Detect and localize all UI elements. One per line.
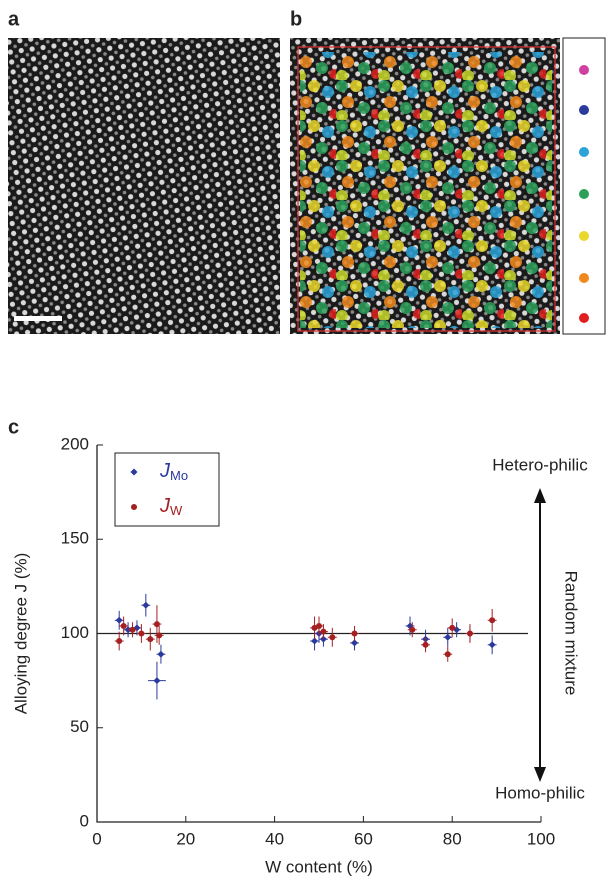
point — [466, 630, 473, 637]
point — [157, 650, 165, 658]
point — [120, 622, 127, 629]
point — [153, 621, 160, 628]
legend-frame — [114, 452, 220, 527]
legend-label: JW — [159, 495, 183, 518]
site-icon — [579, 147, 589, 157]
point — [488, 641, 496, 649]
site-icon — [579, 313, 589, 323]
site-icon — [579, 189, 589, 199]
point — [444, 633, 452, 641]
arrow-head — [534, 767, 546, 782]
x-tick-label: 60 — [354, 829, 373, 848]
panel-label: b — [290, 8, 302, 30]
point — [316, 622, 322, 629]
site-icon — [579, 65, 589, 75]
panel-label: c — [8, 416, 19, 438]
x-tick-label: 20 — [176, 829, 195, 848]
point — [153, 677, 161, 685]
point — [489, 617, 496, 624]
y-tick-label: 50 — [70, 717, 89, 736]
x-axis-label: W content (%) — [265, 857, 373, 876]
legend-frame — [562, 37, 606, 335]
point — [351, 630, 358, 637]
legend-label: JMo — [159, 460, 188, 483]
legend-subscript: W — [170, 503, 183, 518]
legend-subscript: Mo — [170, 468, 188, 483]
point — [115, 616, 123, 624]
x-tick-label: 80 — [443, 829, 462, 848]
point — [142, 601, 150, 609]
point — [138, 630, 145, 637]
annotation: Random mixture — [562, 571, 581, 696]
y-tick-label: 100 — [61, 623, 89, 642]
point — [444, 651, 451, 658]
scale-bar — [14, 316, 62, 321]
x-tick-label: 100 — [527, 829, 555, 848]
point — [351, 639, 359, 647]
panel-label: a — [8, 8, 20, 30]
y-axis-label: Alloying degree J (%) — [11, 553, 30, 715]
point — [156, 632, 163, 639]
arrow-head — [534, 488, 546, 503]
site-icon — [579, 105, 589, 115]
x-tick-label: 40 — [265, 829, 284, 848]
point — [116, 638, 123, 645]
legend-marker — [131, 504, 137, 510]
scatter-chart: 0 50 100 150 200 0 20 40 60 80 100 W content (%) All… — [11, 434, 588, 876]
point — [311, 637, 319, 645]
point — [422, 641, 429, 648]
legend-name: J — [159, 495, 171, 517]
x-tick-label: 0 — [92, 829, 101, 848]
y-tick-label: 200 — [61, 434, 89, 453]
site-legend — [562, 37, 606, 335]
y-tick-label: 150 — [61, 529, 89, 548]
legend-name: J — [159, 460, 171, 482]
annotation: Homo-philic — [495, 783, 585, 802]
point — [129, 626, 136, 633]
atom-map — [300, 52, 552, 328]
site-icon — [579, 231, 589, 241]
point — [329, 634, 336, 641]
site-icon — [579, 273, 589, 283]
y-tick-label: 0 — [80, 811, 89, 830]
point — [409, 626, 416, 633]
point — [449, 624, 456, 631]
annotation: Hetero-philic — [492, 455, 588, 474]
point — [147, 636, 154, 643]
map-frame — [297, 46, 556, 332]
legend-marker — [130, 468, 138, 476]
micrograph-a — [8, 38, 280, 334]
point — [320, 628, 327, 635]
